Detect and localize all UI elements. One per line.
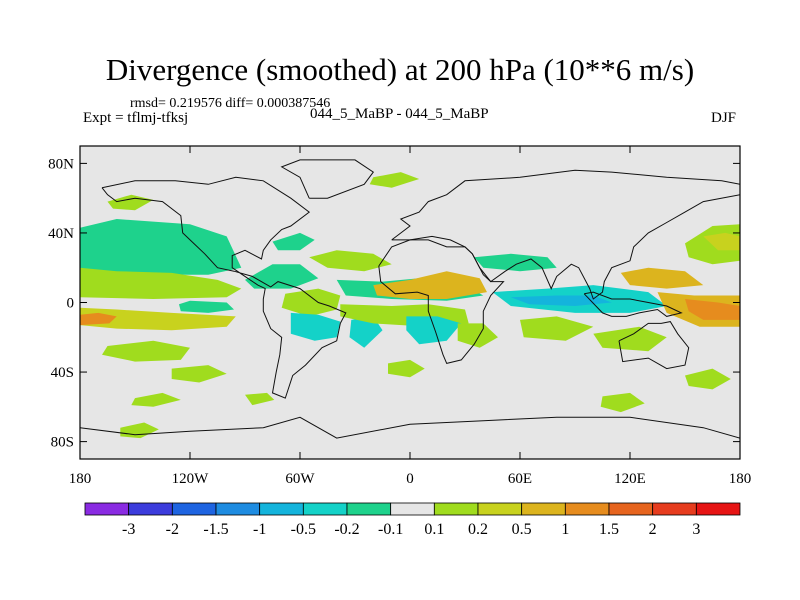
contour-region-1 [80, 219, 242, 279]
colorbar-box-7 [390, 502, 435, 516]
coastline-3 [378, 239, 505, 364]
coastline-4 [618, 321, 690, 370]
x-tick-label-4: 60E [508, 471, 532, 487]
contour-region-15 [290, 312, 341, 341]
contour-region-5 [179, 300, 234, 313]
season-label: DJF [711, 110, 737, 126]
x-tick-label-3: 0 [406, 471, 414, 487]
contour-region-23 [474, 253, 557, 272]
colorbar-box-4 [259, 502, 304, 516]
contour-region-33 [685, 368, 731, 390]
contour-region-22 [457, 323, 498, 348]
colorbar-label-7: 0.1 [424, 521, 444, 538]
colorbar-box-12 [608, 502, 654, 516]
colorbar-label-10: 1 [561, 521, 569, 538]
coastline-1 [280, 159, 375, 199]
contour-region-34 [600, 392, 645, 413]
colorbar-box-11 [564, 502, 610, 516]
colorbar-box-10 [521, 502, 566, 516]
contour-region-19 [373, 271, 487, 299]
coastline-5 [583, 291, 683, 317]
colorbar-box-1 [128, 502, 173, 516]
colorbar-label-2: -1.5 [203, 521, 228, 538]
colorbar-label-9: 0.5 [512, 521, 532, 538]
y-tick-label-1: 40N [48, 226, 74, 242]
colorbar-box-13 [652, 502, 697, 516]
colorbar-box-6 [346, 502, 392, 516]
contour-region-8 [131, 392, 181, 407]
contour-region-21 [406, 316, 462, 345]
colorbar-label-0: -3 [122, 521, 135, 538]
contour-region-25 [510, 295, 612, 306]
contour-region-13 [309, 250, 392, 272]
colorbar-label-4: -0.5 [291, 521, 316, 538]
colorbar-box-8 [433, 502, 479, 516]
colorbar-box-14 [695, 502, 741, 516]
contour-region-26 [520, 316, 594, 341]
coastline-2 [391, 169, 740, 300]
x-tick-label-5: 120E [614, 471, 646, 487]
contour-region-4 [80, 312, 117, 326]
x-tick-label-1: 120W [172, 471, 210, 487]
contour-region-17 [388, 359, 425, 378]
coastline-6 [80, 416, 740, 439]
chart-title: Divergence (smoothed) at 200 hPa (10**6 … [105, 52, 695, 87]
colorbar-box-9 [477, 502, 523, 516]
x-tick-label-2: 60W [285, 471, 315, 487]
colorbar-label-1: -2 [166, 521, 179, 538]
stats-label: rmsd= 0.219576 diff= 0.000387546 [130, 96, 331, 111]
colorbar-label-13: 3 [692, 521, 700, 538]
y-tick-label-2: 0 [67, 296, 75, 312]
experiment-label: Expt = tflmj-tfksj [83, 110, 189, 126]
contour-region-12 [272, 232, 315, 251]
coastline-0 [101, 176, 347, 399]
contour-region-10 [245, 392, 275, 406]
case-label: 044_5_MaBP - 044_5_MaBP [310, 106, 489, 122]
y-tick-label-0: 80N [48, 156, 74, 172]
colorbar-label-3: -1 [253, 521, 266, 538]
colorbar-label-12: 2 [649, 521, 657, 538]
contour-region-28 [620, 267, 704, 289]
colorbar-box-3 [215, 502, 261, 516]
y-tick-label-3: 40S [51, 365, 74, 381]
contour-region-14 [281, 288, 341, 317]
contour-region-6 [102, 340, 190, 362]
colorbar-box-0 [84, 502, 130, 516]
colorbar-label-11: 1.5 [599, 521, 619, 538]
contour-region-16 [349, 316, 383, 348]
colorbar-label-8: 0.2 [468, 521, 488, 538]
colorbar-box-2 [171, 502, 217, 516]
contour-region-27 [593, 326, 667, 352]
x-tick-label-0: 180 [69, 471, 92, 487]
contour-region-2 [80, 267, 242, 299]
contour-region-36 [369, 172, 420, 188]
contour-region-7 [171, 365, 227, 383]
colorbar-box-5 [302, 502, 348, 516]
colorbar-label-6: -0.1 [378, 521, 403, 538]
colorbar-label-5: -0.2 [334, 521, 359, 538]
contour-region-32 [685, 299, 740, 320]
x-tick-label-6: 180 [729, 471, 752, 487]
contour-region-3 [80, 307, 236, 331]
contour-region-30 [703, 232, 740, 251]
y-tick-label-4: 80S [51, 435, 74, 451]
